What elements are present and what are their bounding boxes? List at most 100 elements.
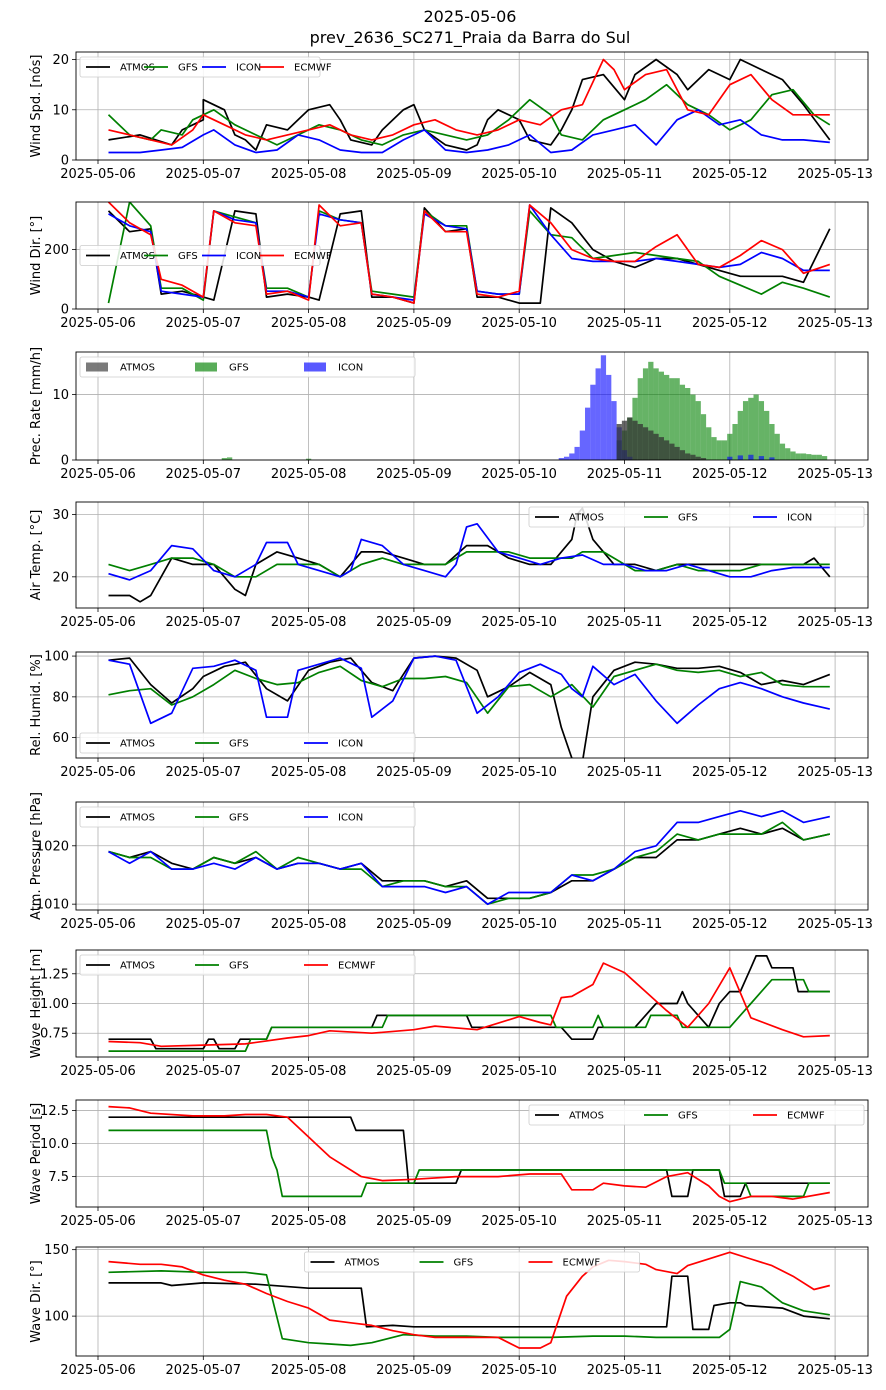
x-tick-label: 2025-05-09 (376, 1363, 452, 1378)
x-tick-label: 2025-05-11 (587, 167, 663, 182)
series-line-atmos (108, 1275, 830, 1331)
bar-atmos (627, 417, 633, 460)
x-tick-label: 2025-05-09 (376, 167, 452, 182)
series-line-icon (108, 522, 830, 581)
legend-label-gfs: GFS (678, 513, 698, 524)
x-tick-label: 2025-05-11 (587, 615, 663, 630)
x-tick-label: 2025-05-08 (271, 615, 347, 630)
bar-gfs (748, 397, 754, 460)
axes-frame (75, 1246, 869, 1357)
y-tick-label: 1010 (36, 898, 69, 913)
legend-box (79, 245, 321, 266)
x-tick-label: 2025-05-12 (692, 917, 768, 932)
x-tick-label: 2025-05-07 (166, 917, 242, 932)
x-tick-label: 2025-05-07 (166, 1214, 242, 1229)
legend-label-gfs: GFS (178, 63, 198, 74)
x-tick-label: 2025-05-13 (797, 1214, 873, 1229)
panel-5: 2025-05-06 2025-05-07 2025-05-08 2025-05-09… (29, 650, 873, 780)
x-tick-label: 2025-05-12 (692, 1064, 768, 1079)
x-tick-label: 2025-05-07 (166, 316, 242, 331)
legend-box (79, 356, 416, 378)
series-line-icon (108, 204, 830, 301)
panel-3: 2025-05-06 2025-05-07 2025-05-08 2025-05-09… (29, 347, 873, 482)
x-tick-label: 2025-05-10 (481, 467, 557, 482)
x-tick-label: 2025-05-13 (797, 765, 873, 780)
legend-label-gfs: GFS (229, 813, 249, 824)
legend: ATMOS GFS ICON (79, 732, 416, 754)
x-tick-label: 2025-05-13 (797, 167, 873, 182)
bar-atmos (674, 446, 680, 460)
x-tick-label: 2025-05-09 (376, 1214, 452, 1229)
bar-gfs (226, 457, 233, 460)
y-axis-label: Wave Height [m] (29, 949, 44, 1059)
plot-area (108, 655, 831, 758)
bar-gfs (642, 368, 649, 460)
legend-box (304, 1251, 640, 1273)
bar-gfs (221, 458, 227, 460)
x-tick-label: 2025-05-07 (166, 167, 242, 182)
y-axis-label: Atm. Pressure [hPa] (29, 792, 44, 920)
legend: ATMOS GFS ICON (79, 806, 416, 828)
x-tick-label: 2025-05-07 (166, 467, 242, 482)
series-line-ecmwf (108, 58, 830, 146)
series-line-gfs (107, 83, 831, 146)
x-tick-label: 2025-05-06 (60, 917, 136, 932)
bar-gfs (685, 388, 691, 460)
x-tick-label: 2025-05-13 (797, 917, 873, 932)
bar-icon (611, 401, 617, 460)
x-tick-label: 2025-05-09 (376, 1064, 452, 1079)
panel-7: 2025-05-06 2025-05-07 2025-05-08 2025-05-09… (29, 949, 873, 1079)
x-tick-label: 2025-05-10 (481, 1363, 557, 1378)
bar-gfs (711, 437, 717, 460)
x-tick-label: 2025-05-12 (692, 167, 768, 182)
x-tick-label: 2025-05-07 (166, 1064, 242, 1079)
bar-gfs (811, 454, 817, 460)
x-tick-label: 2025-05-09 (376, 316, 452, 331)
series-line-ecmwf (108, 962, 830, 1048)
x-tick-label: 2025-05-06 (60, 615, 136, 630)
bar-gfs (706, 427, 712, 460)
bar-icon (769, 457, 775, 460)
legend-label-ecmwf: ECMWF (338, 961, 376, 972)
legend-label-icon: ICON (236, 251, 261, 262)
y-tick-label: 0 (61, 454, 69, 469)
x-tick-label: 2025-05-08 (271, 765, 347, 780)
y-tick-label: 10 (52, 103, 69, 118)
bar-icon (737, 455, 743, 460)
bar-icon (595, 368, 601, 460)
legend-label-atmos: ATMOS (120, 63, 155, 74)
bar-gfs (795, 453, 801, 460)
legend: ATMOS GFS ECMWF (79, 954, 416, 976)
y-tick-label: 1.25 (40, 967, 69, 982)
legend-label-ecmwf: ECMWF (563, 1258, 601, 1269)
legend-label-icon: ICON (236, 63, 261, 74)
bar-gfs (779, 443, 786, 460)
figure-titles: 2025-05-06 prev_2636_SC271_Praia da Barr… (0, 6, 886, 48)
bar-icon (727, 456, 733, 460)
bar-gfs (637, 378, 643, 460)
bar-atmos (658, 437, 664, 460)
bar-gfs (669, 378, 675, 460)
bar-gfs (305, 458, 312, 460)
y-tick-label: 100 (44, 1310, 69, 1325)
legend-label-icon: ICON (338, 739, 363, 750)
legend-label-icon: ICON (338, 813, 363, 824)
legend-label-ecmwf: ECMWF (294, 251, 332, 262)
legend-swatch-atmos (86, 362, 108, 372)
x-tick-label: 2025-05-09 (376, 917, 452, 932)
x-tick-label: 2025-05-06 (60, 1064, 136, 1079)
x-tick-label: 2025-05-12 (692, 467, 768, 482)
legend-swatch-gfs (195, 362, 217, 372)
bar-icon (606, 374, 612, 460)
x-tick-label: 2025-05-08 (271, 167, 347, 182)
x-tick-label: 2025-05-13 (797, 1363, 873, 1378)
panel-1: 2025-05-06 2025-05-07 2025-05-08 2025-05-09… (29, 51, 873, 182)
bar-gfs (753, 394, 759, 460)
legend: ATMOS GFS ICON ECMWF (79, 56, 332, 78)
bar-atmos (621, 420, 628, 460)
series-line-gfs (108, 978, 830, 1052)
bar-icon (563, 456, 570, 460)
bar-gfs (742, 401, 749, 460)
bar-gfs (690, 394, 696, 460)
y-tick-label: 7.5 (48, 1170, 69, 1185)
